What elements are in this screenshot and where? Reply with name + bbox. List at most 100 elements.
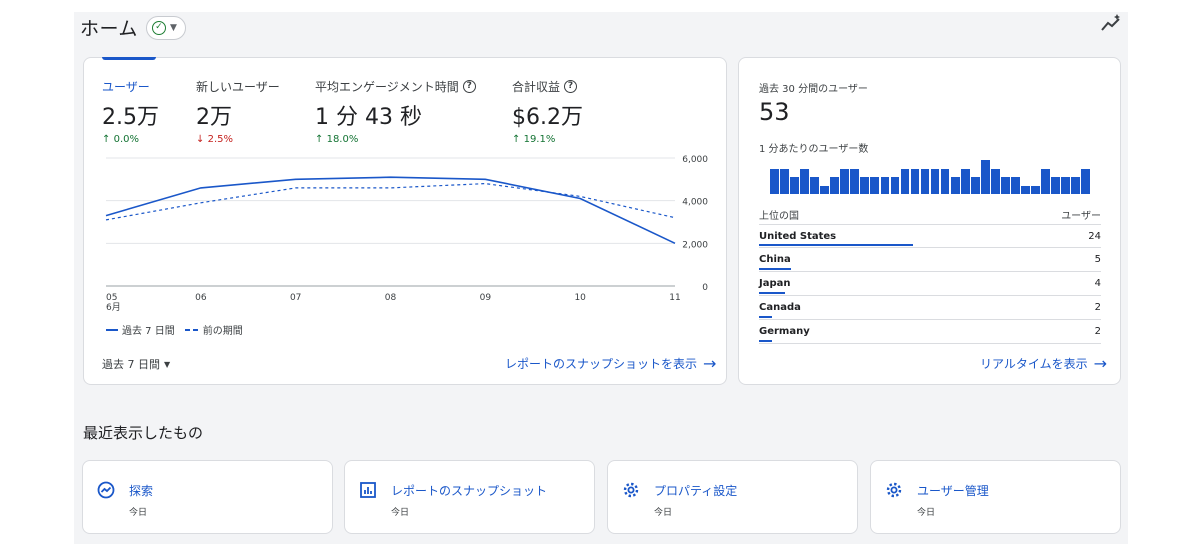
country-name: Canada <box>759 302 801 313</box>
per-minute-bar <box>900 168 910 194</box>
help-icon[interactable]: ? <box>462 80 476 93</box>
view-snapshot-link[interactable]: レポートのスナップショットを表示 → <box>505 353 717 373</box>
per-minute-label: 1 分あたりのユーザー数 <box>759 144 869 155</box>
country-name: United States <box>759 231 837 242</box>
per-minute-bar <box>1041 168 1050 194</box>
arrow-up-icon: ↑ <box>102 134 111 145</box>
per-minute-bar <box>780 168 789 194</box>
country-share-bar <box>759 316 772 318</box>
x-tick-label: 06 <box>195 293 207 303</box>
chevron-down-icon: ▼ <box>169 22 177 33</box>
country-row: United States 24 <box>759 224 1101 248</box>
per-minute-bar <box>880 177 890 194</box>
per-minute-bar <box>980 160 990 194</box>
recent-item-property-settings[interactable]: プロパティ設定 今日 <box>607 460 858 534</box>
per-minute-bar <box>991 168 1000 194</box>
status-dropdown[interactable]: ✓ ▼ <box>145 15 186 40</box>
arrow-right-icon: → <box>703 353 717 373</box>
per-minute-bar <box>960 168 970 194</box>
recent-item-label: ユーザー管理 <box>917 484 989 498</box>
country-users: 2 <box>1094 302 1101 313</box>
recent-item-time: 今日 <box>391 508 410 518</box>
metric-revenue[interactable]: 合計収益? $6.2万 ↑ 19.1% <box>512 78 583 145</box>
metric-label: 新しいユーザー <box>196 80 280 94</box>
per-minute-bar <box>970 177 980 194</box>
recent-item-time: 今日 <box>129 508 148 518</box>
country-row: Germany 2 <box>759 320 1101 344</box>
metric-value: 2万 <box>196 105 232 130</box>
recent-item-label: 探索 <box>129 484 154 498</box>
per-minute-bar <box>920 168 930 194</box>
country-users: 4 <box>1094 278 1101 289</box>
recent-section-title: 最近表示したもの <box>83 424 204 442</box>
date-range-dropdown[interactable]: 過去 7 日間 ▼ <box>102 358 171 371</box>
column-users: ユーザー <box>1061 211 1101 222</box>
country-users: 24 <box>1088 231 1101 242</box>
insights-sparkle-icon[interactable] <box>1100 13 1122 33</box>
x-tick-sublabel: 6月 <box>106 302 121 313</box>
country-share-bar <box>759 268 792 270</box>
caret-down-icon: ▼ <box>164 359 171 369</box>
recent-item-user-management[interactable]: ユーザー管理 今日 <box>870 460 1121 534</box>
metric-delta: 2.5% <box>207 134 233 145</box>
page-title: ホーム <box>80 18 138 40</box>
recent-item-time: 今日 <box>654 508 673 518</box>
recent-item-explore[interactable]: 探索 今日 <box>82 460 333 534</box>
country-users: 2 <box>1094 326 1101 337</box>
arrow-right-icon: → <box>1093 353 1108 373</box>
y-tick-label: 2,000 <box>682 240 708 250</box>
explore-trend-icon <box>97 481 115 499</box>
country-row: Japan 4 <box>759 272 1101 296</box>
per-minute-bar <box>870 177 880 194</box>
per-minute-bar <box>1071 177 1081 194</box>
per-minute-bar <box>910 168 920 194</box>
metric-delta: 18.0% <box>326 134 359 145</box>
x-tick-label: 07 <box>290 293 301 303</box>
legend-current: 過去 7 日間 <box>106 322 175 337</box>
check-circle-icon: ✓ <box>151 20 166 35</box>
overview-card: ユーザー 2.5万 ↑ 0.0% 新しいユーザー 2万 ↓ 2.5% 平均エンゲ… <box>83 57 727 385</box>
page-header: ホーム ✓ ▼ <box>80 14 186 41</box>
country-share-bar <box>759 292 785 294</box>
per-minute-bar <box>940 168 950 194</box>
metric-users[interactable]: ユーザー 2.5万 ↑ 0.0% <box>102 78 159 145</box>
metric-new-users[interactable]: 新しいユーザー 2万 ↓ 2.5% <box>196 78 280 145</box>
recent-item-label: レポートのスナップショット <box>391 484 548 498</box>
per-minute-bar <box>820 185 829 194</box>
help-icon[interactable]: ? <box>564 80 578 93</box>
realtime-title: 過去 30 分間のユーザー <box>759 84 868 95</box>
x-tick-label: 08 <box>385 293 397 303</box>
per-minute-bar <box>800 168 809 194</box>
arrow-up-icon: ↑ <box>512 134 521 145</box>
x-tick-label: 11 <box>669 293 680 303</box>
metric-label: 平均エンゲージメント時間 <box>315 80 459 94</box>
y-tick-label: 6,000 <box>682 155 708 165</box>
per-minute-bar-chart <box>770 160 1091 194</box>
country-name: Japan <box>759 278 791 289</box>
gear-icon <box>886 482 902 498</box>
per-minute-bar <box>810 177 819 194</box>
metric-label: 合計収益 <box>512 80 561 94</box>
realtime-count: 53 <box>759 98 790 126</box>
bar-chart-icon <box>360 482 376 498</box>
metric-label: ユーザー <box>102 80 150 94</box>
view-realtime-link[interactable]: リアルタイムを表示 → <box>980 353 1108 373</box>
x-tick-label: 10 <box>574 293 586 303</box>
x-tick-label: 09 <box>480 293 492 303</box>
recent-item-snapshot[interactable]: レポートのスナップショット 今日 <box>344 460 595 534</box>
per-minute-bar <box>850 168 860 194</box>
metric-delta: 0.0% <box>113 134 139 145</box>
metric-engagement-time[interactable]: 平均エンゲージメント時間? 1 分 43 秒 ↑ 18.0% <box>315 78 476 145</box>
per-minute-bar <box>1011 177 1020 194</box>
per-minute-bar <box>770 168 779 194</box>
y-tick-label: 4,000 <box>682 198 708 208</box>
country-name: Germany <box>759 326 810 337</box>
metric-delta: 19.1% <box>523 134 556 145</box>
active-metric-indicator <box>102 57 156 60</box>
metric-value: 2.5万 <box>102 105 159 130</box>
per-minute-bar <box>1061 177 1071 194</box>
per-minute-bar <box>830 177 839 194</box>
per-minute-bar <box>1051 177 1060 194</box>
users-line-chart: 0 2,000 4,000 6,000 05 06 07 08 09 10 11 6月 <box>105 155 708 313</box>
metric-value: $6.2万 <box>512 105 583 130</box>
